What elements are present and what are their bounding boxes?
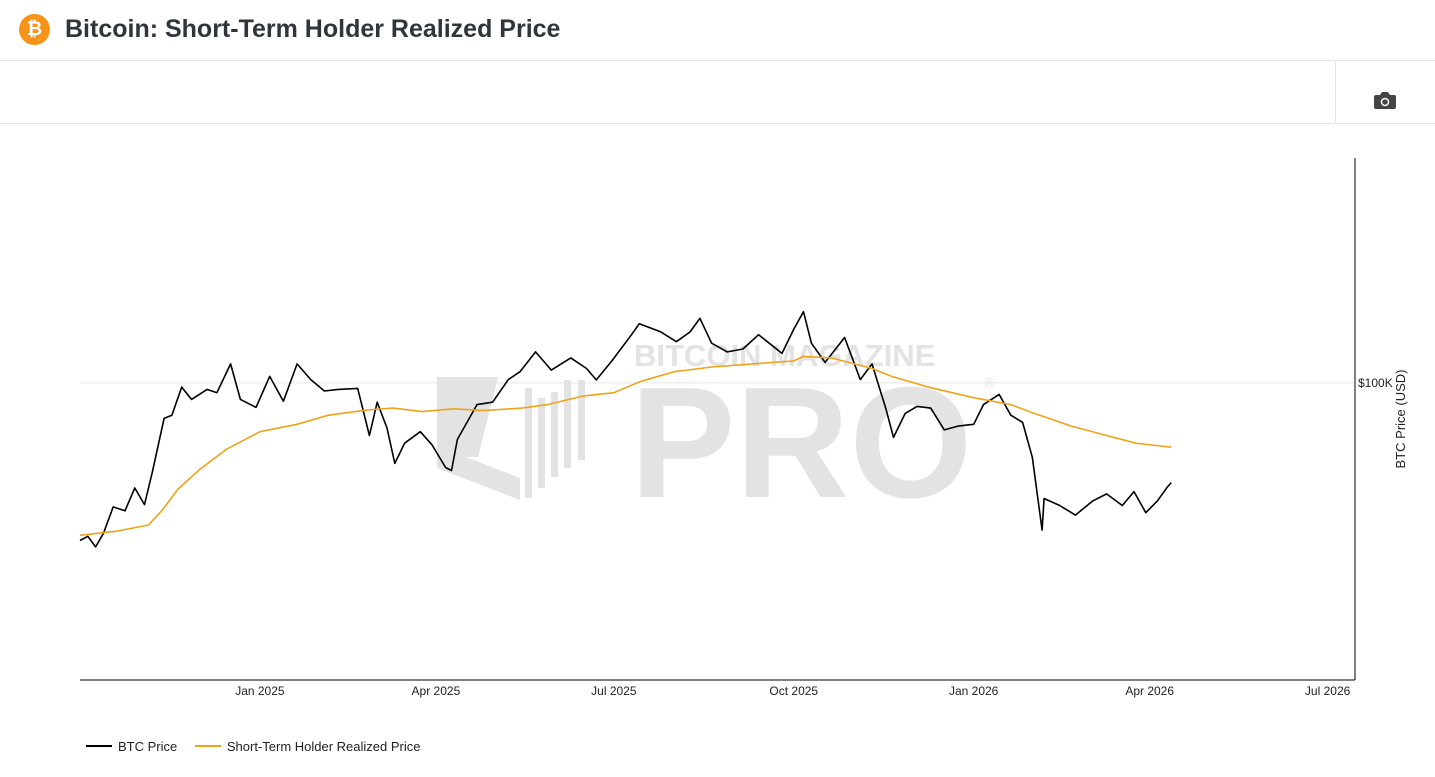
x-tick-label: Jul 2026 <box>1305 684 1351 698</box>
legend: BTC Price Short-Term Holder Realized Pri… <box>86 739 434 757</box>
x-tick-label: Jan 2026 <box>949 684 999 698</box>
legend-swatch-sth-realized-price <box>194 744 221 747</box>
watermark-pro-text: PRO <box>630 355 972 531</box>
tick-labels: $100K Jan 2025 Apr 2025 Jul 2025 Oct 2025 Jan… <box>235 376 1392 698</box>
btc-price-line <box>79 310 1172 548</box>
bitcoin-logo-glyph: ₿ <box>26 18 43 40</box>
series-layer <box>79 310 1172 548</box>
watermark-brand-text: BITCOIN MAGAZINE <box>634 338 935 373</box>
x-tick-label: Apr 2025 <box>412 684 461 698</box>
legend-item-sth-realized-price[interactable]: Short-Term Holder Realized Price <box>194 739 421 754</box>
y-axis-label: BTC Price (USD) <box>1393 370 1408 469</box>
watermark: BITCOIN MAGAZINE PRO ® <box>437 338 996 531</box>
legend-label-btc-price: BTC Price <box>118 739 178 754</box>
x-tick-label: Apr 2026 <box>1125 684 1174 698</box>
header: ₿ Bitcoin: Short-Term Holder Realized Pr… <box>0 0 1435 61</box>
legend-item-btc-price[interactable]: BTC Price <box>86 739 177 754</box>
watermark-logo-icon <box>437 377 585 500</box>
legend-swatch-btc-price <box>86 744 112 747</box>
page-title: Bitcoin: Short-Term Holder Realized Pric… <box>65 15 561 43</box>
camera-icon-graphic <box>1374 92 1396 109</box>
legend-label-sth-realized-price: Short-Term Holder Realized Price <box>226 739 421 754</box>
y-tick-label: $100K <box>1358 376 1393 390</box>
x-tick-label: Jan 2025 <box>235 684 285 698</box>
watermark-registered-mark: ® <box>983 376 996 391</box>
bitcoin-logo-icon: ₿ <box>19 14 50 45</box>
x-tick-label: Jul 2025 <box>591 684 637 698</box>
toolbar-divider <box>1335 61 1336 123</box>
chart-area: BITCOIN MAGAZINE PRO ® $100K Jan 2025 Apr … <box>79 158 1408 698</box>
camera-icon[interactable] <box>1373 90 1397 110</box>
chart-toolbar <box>0 61 1435 124</box>
x-tick-label: Oct 2025 <box>769 684 818 698</box>
sth-realized-price-line <box>79 355 1172 537</box>
